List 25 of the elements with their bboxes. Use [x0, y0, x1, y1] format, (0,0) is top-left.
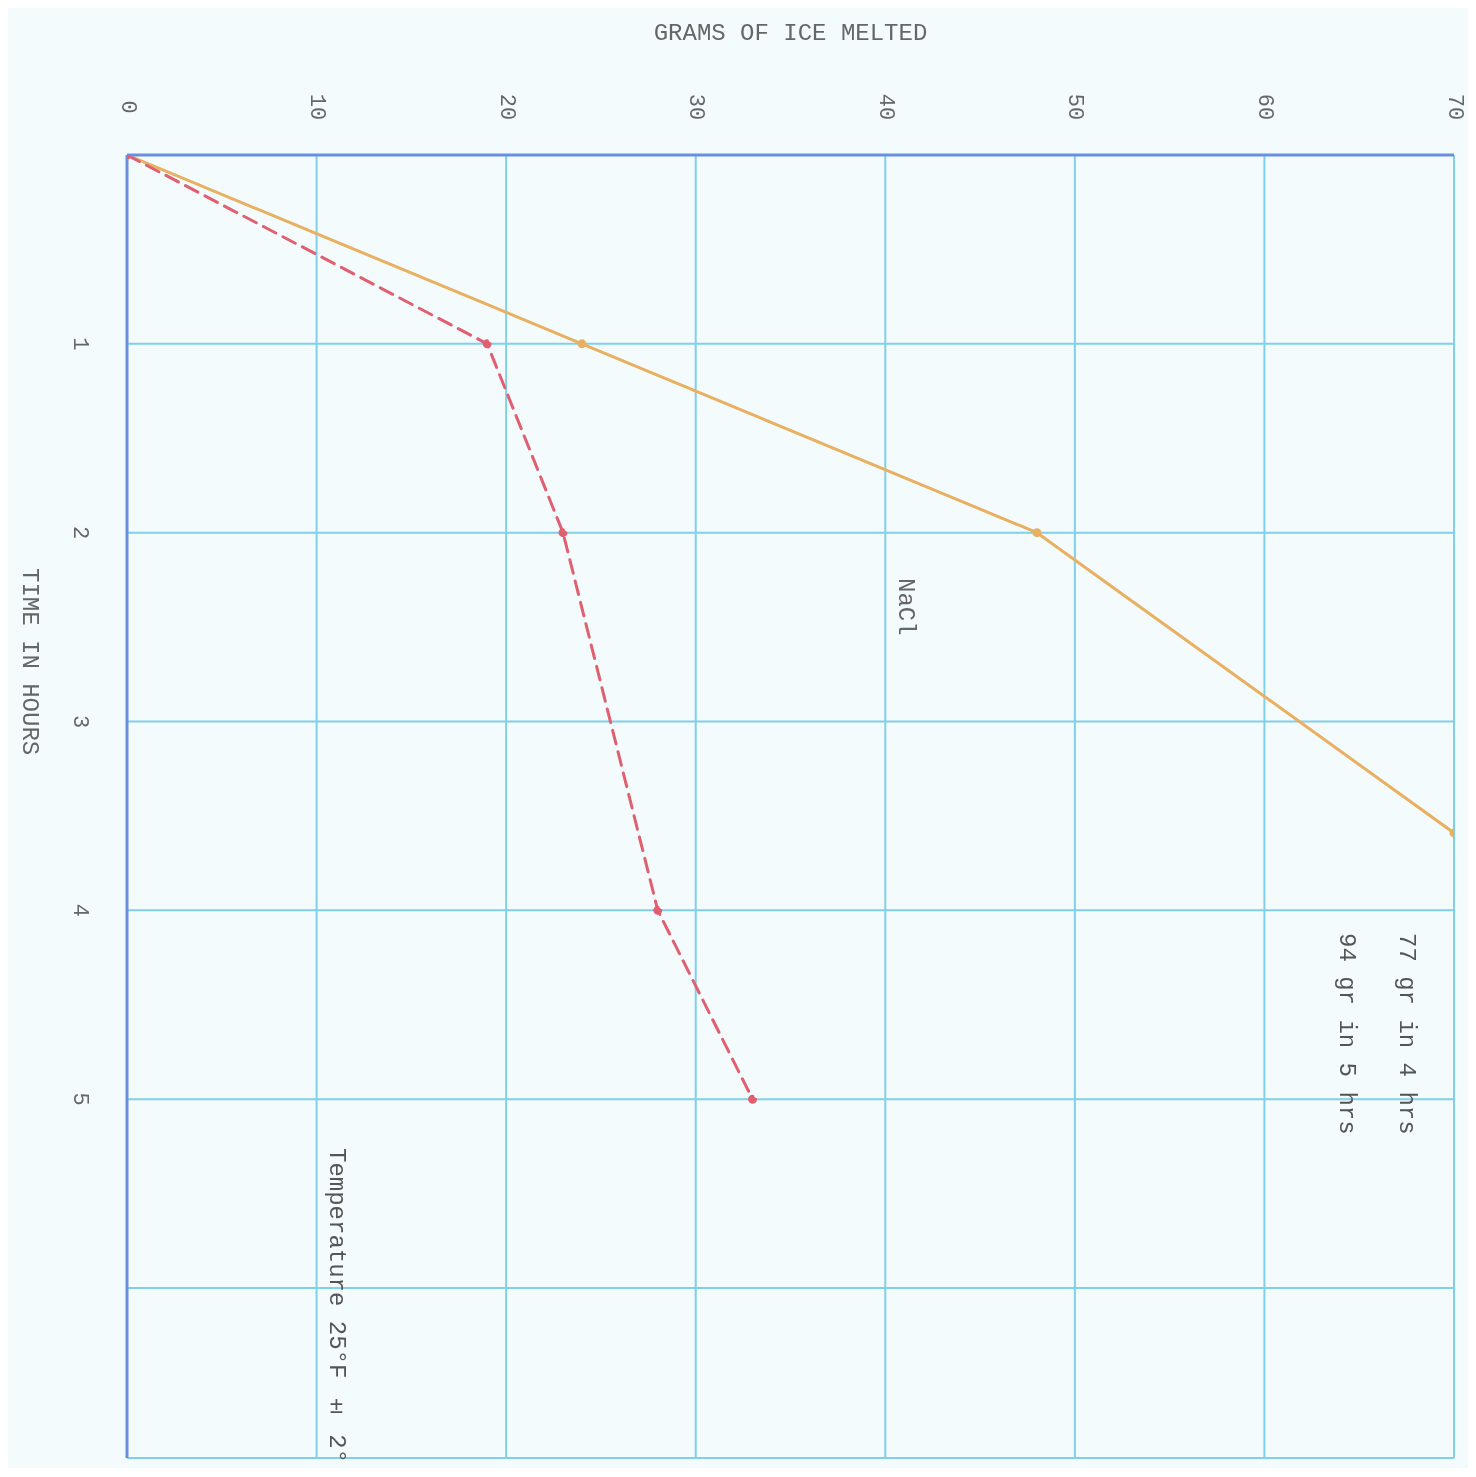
x-tick-label: 50 — [1062, 93, 1088, 121]
annotation: Temperature 25°F ± 2° — [323, 1148, 350, 1464]
x-axis-title: GRAMS OF ICE MELTED — [653, 20, 928, 48]
x-tick-label: 10 — [304, 93, 330, 121]
point — [577, 339, 587, 349]
y-tick-label: 4 — [66, 903, 92, 917]
point — [482, 339, 492, 349]
y-tick-label: 3 — [66, 714, 92, 729]
point — [558, 528, 568, 538]
x-tick-label: 0 — [114, 100, 140, 114]
x-tick-label: 70 — [1441, 93, 1467, 121]
y-tick-label: 5 — [66, 1092, 92, 1106]
point — [748, 1094, 758, 1104]
x-tick-label: 30 — [683, 93, 709, 121]
x-tick-label: 20 — [493, 93, 519, 121]
point — [1032, 528, 1042, 538]
annotation: 77 gr in 4 hrs — [1393, 933, 1420, 1135]
y-axis-title: TIME IN HOURS — [16, 568, 43, 756]
y-tick-label: 1 — [66, 337, 92, 351]
x-tick-label: 60 — [1251, 93, 1277, 121]
text: NaCl — [892, 578, 919, 636]
annotation: 94 gr in 5 hrs — [1333, 933, 1360, 1135]
point — [653, 905, 663, 915]
y-tick-label: 2 — [66, 526, 92, 540]
x-tick-label: 40 — [872, 93, 898, 121]
